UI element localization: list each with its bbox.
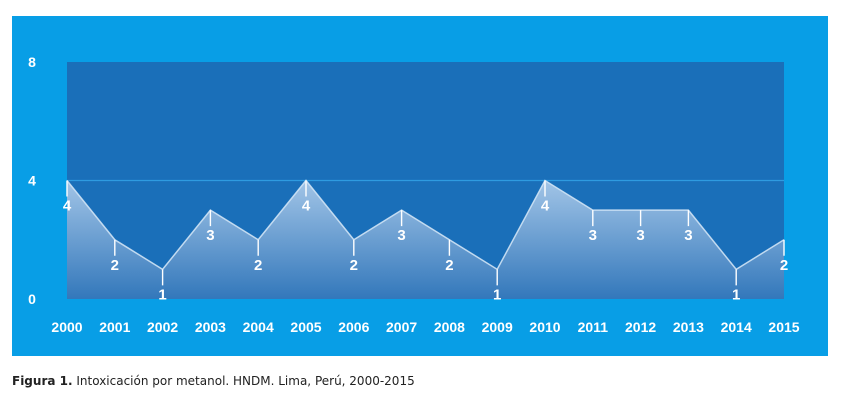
data-label-2010: 4 xyxy=(541,198,550,215)
x-tick-label-2000: 2000 xyxy=(51,319,82,335)
data-label-2014: 1 xyxy=(732,286,740,303)
data-label-2008: 2 xyxy=(445,257,453,274)
x-tick-label-2014: 2014 xyxy=(721,319,752,335)
x-tick-label-2005: 2005 xyxy=(290,319,321,335)
data-label-2001: 2 xyxy=(111,257,119,274)
y-tick-label-8: 8 xyxy=(28,54,36,70)
y-tick-label-0: 0 xyxy=(28,291,36,307)
data-label-2004: 2 xyxy=(254,257,262,274)
figure-caption: Figura 1. Intoxicación por metanol. HNDM… xyxy=(12,374,415,388)
x-tick-label-2008: 2008 xyxy=(434,319,465,335)
data-label-2000: 4 xyxy=(63,198,72,215)
x-tick-label-2004: 2004 xyxy=(243,319,274,335)
x-tick-label-2015: 2015 xyxy=(768,319,799,335)
data-label-2012: 3 xyxy=(636,227,644,244)
data-label-2006: 2 xyxy=(350,257,358,274)
x-tick-label-2003: 2003 xyxy=(195,319,226,335)
data-label-2003: 3 xyxy=(206,227,214,244)
y-tick-label-4: 4 xyxy=(28,173,36,189)
x-tick-label-2012: 2012 xyxy=(625,319,656,335)
figure-caption-text: Intoxicación por metanol. HNDM. Lima, Pe… xyxy=(76,374,415,388)
chart-svg: 4 2 1 3 2 4 2 3 2 1 4 3 3 3 1 2 0 4 8 2000 2001 2002 2003 2004 2… xyxy=(28,54,800,335)
x-tick-label-2007: 2007 xyxy=(386,319,417,335)
data-label-2011: 3 xyxy=(589,227,597,244)
data-label-2009: 1 xyxy=(493,286,501,303)
x-tick-label-2009: 2009 xyxy=(482,319,513,335)
data-label-2007: 3 xyxy=(397,227,405,244)
x-tick-label-2001: 2001 xyxy=(99,319,130,335)
data-label-2013: 3 xyxy=(684,227,692,244)
x-tick-label-2010: 2010 xyxy=(529,319,560,335)
x-tick-label-2006: 2006 xyxy=(338,319,369,335)
chart-panel: 4 2 1 3 2 4 2 3 2 1 4 3 3 3 1 2 0 4 8 2000 2001 2002 2003 2004 2… xyxy=(12,16,828,356)
x-tick-label-2011: 2011 xyxy=(578,319,609,335)
data-label-2002: 1 xyxy=(158,286,166,303)
data-label-2015: 2 xyxy=(780,257,788,274)
figure-caption-label: Figura 1. xyxy=(12,374,73,388)
data-label-2005: 4 xyxy=(302,198,311,215)
x-tick-label-2002: 2002 xyxy=(147,319,178,335)
x-tick-label-2013: 2013 xyxy=(673,319,704,335)
series-line xyxy=(66,179,785,271)
